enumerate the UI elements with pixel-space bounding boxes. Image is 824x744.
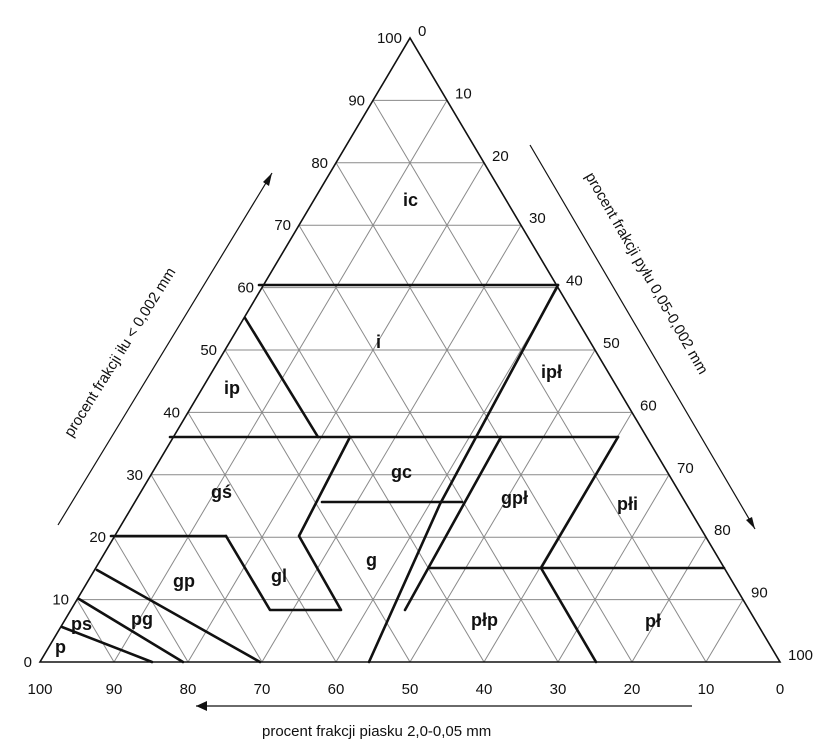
sand-tick: 70 bbox=[254, 681, 271, 698]
clay-tick: 10 bbox=[52, 592, 69, 609]
clay-axis-title-group: procent frakcji iłu < 0,002 mm bbox=[57, 172, 273, 526]
zone-label-g: g bbox=[366, 550, 377, 570]
sand-axis-title: procent frakcji piasku 2,0-0,05 mm bbox=[262, 723, 491, 740]
clay-tick: 70 bbox=[274, 217, 291, 234]
sand-tick: 90 bbox=[106, 681, 123, 698]
sand-tick: 10 bbox=[698, 681, 715, 698]
silt-tick: 20 bbox=[492, 148, 509, 165]
sand-tick: 50 bbox=[402, 681, 419, 698]
clay-axis-ticks: 0 10 20 30 40 50 60 70 80 90 100 bbox=[24, 30, 402, 671]
sand-tick: 80 bbox=[180, 681, 197, 698]
zone-label-gl: gl bbox=[271, 566, 287, 586]
class-boundary-line bbox=[77, 597, 185, 664]
class-boundary-line bbox=[243, 316, 320, 439]
class-boundary-line bbox=[367, 283, 560, 664]
zone-label-gs: gś bbox=[211, 482, 232, 502]
triangle-outline bbox=[38, 36, 782, 663]
grid-line-sand bbox=[261, 287, 485, 663]
grid-line-silt bbox=[705, 599, 744, 663]
class-boundary-line bbox=[224, 435, 352, 612]
silt-tick: 80 bbox=[714, 522, 731, 539]
sand-arrowhead-icon bbox=[196, 701, 207, 711]
clay-tick: 50 bbox=[200, 342, 217, 359]
class-boundary-line bbox=[403, 435, 503, 612]
grid-line-sand bbox=[298, 224, 559, 663]
zone-label-i: i bbox=[376, 332, 381, 352]
silt-tick: 0 bbox=[418, 23, 426, 40]
grid-line-sand bbox=[150, 474, 263, 663]
clay-tick: 0 bbox=[24, 654, 32, 671]
zone-label-ipl: ipł bbox=[541, 362, 562, 382]
zone-label-ip: ip bbox=[224, 378, 240, 398]
silt-axis-ticks: 0 10 20 30 40 50 60 70 80 90 100 bbox=[418, 23, 813, 664]
grid-line-silt bbox=[261, 224, 522, 663]
silt-arrowhead-icon bbox=[746, 517, 755, 529]
sand-tick: 30 bbox=[550, 681, 567, 698]
clay-tick: 30 bbox=[126, 467, 143, 484]
silt-axis-title: procent frakcji pyłu 0,05-0,002 mm bbox=[582, 170, 712, 378]
grid-line-sand bbox=[187, 412, 337, 663]
clay-tick: 40 bbox=[163, 404, 180, 421]
sand-tick: 20 bbox=[624, 681, 641, 698]
silt-tick: 60 bbox=[640, 397, 657, 414]
grid-line-silt bbox=[409, 349, 596, 663]
sand-axis-title-group: procent frakcji piasku 2,0-0,05 mm bbox=[196, 701, 692, 740]
class-boundary-line bbox=[60, 625, 154, 664]
zone-label-ps: ps bbox=[71, 614, 92, 634]
class-boundary-line bbox=[95, 568, 262, 664]
zone-label-plp: płp bbox=[471, 610, 498, 630]
zone-label-pli: płi bbox=[617, 494, 638, 514]
silt-tick: 100 bbox=[788, 647, 813, 664]
clay-tick: 100 bbox=[377, 30, 402, 47]
silt-tick: 40 bbox=[566, 273, 583, 290]
zone-label-gpl: gpł bbox=[501, 488, 528, 508]
grid-line-sand bbox=[224, 349, 411, 663]
sand-axis-ticks: 100 90 80 70 60 50 40 30 20 10 0 bbox=[27, 681, 784, 698]
zone-label-ic: ic bbox=[403, 190, 418, 210]
silt-tick: 50 bbox=[603, 335, 620, 352]
zone-label-pl: pł bbox=[645, 611, 661, 631]
zone-labels: ic i ip ipł gś gc gpł płi gp gl g pg ps … bbox=[55, 190, 661, 657]
class-boundaries bbox=[60, 283, 726, 664]
grid-line-silt bbox=[113, 100, 448, 663]
silt-tick: 70 bbox=[677, 460, 694, 477]
sand-tick: 60 bbox=[328, 681, 345, 698]
silt-arrow-line bbox=[529, 144, 756, 530]
class-boundary-line bbox=[539, 435, 620, 664]
zone-label-p: p bbox=[55, 637, 66, 657]
clay-tick: 80 bbox=[311, 155, 328, 172]
grid-lines bbox=[76, 99, 744, 663]
grid-line-sand bbox=[76, 599, 115, 663]
clay-axis-title: procent frakcji iłu < 0,002 mm bbox=[61, 265, 179, 441]
sand-tick: 0 bbox=[776, 681, 784, 698]
zone-label-gp: gp bbox=[173, 571, 195, 591]
sand-tick: 40 bbox=[476, 681, 493, 698]
grid-line-sand bbox=[335, 162, 633, 663]
zone-label-gc: gc bbox=[391, 462, 412, 482]
sand-tick: 100 bbox=[27, 681, 52, 698]
zone-label-pg: pg bbox=[131, 609, 153, 629]
clay-tick: 60 bbox=[237, 280, 254, 297]
silt-axis-title-group: procent frakcji pyłu 0,05-0,002 mm bbox=[529, 144, 756, 530]
clay-tick: 90 bbox=[348, 92, 365, 109]
silt-tick: 10 bbox=[455, 85, 472, 102]
silt-tick: 90 bbox=[751, 585, 768, 602]
clay-arrow-line bbox=[57, 172, 273, 526]
clay-arrowhead-icon bbox=[263, 173, 272, 186]
clay-tick: 20 bbox=[89, 529, 106, 546]
silt-tick: 30 bbox=[529, 210, 546, 227]
